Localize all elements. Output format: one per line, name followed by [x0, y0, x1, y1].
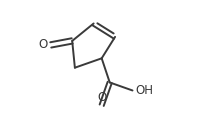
Text: O: O [97, 91, 106, 104]
Text: OH: OH [136, 84, 154, 97]
Text: O: O [38, 38, 47, 51]
